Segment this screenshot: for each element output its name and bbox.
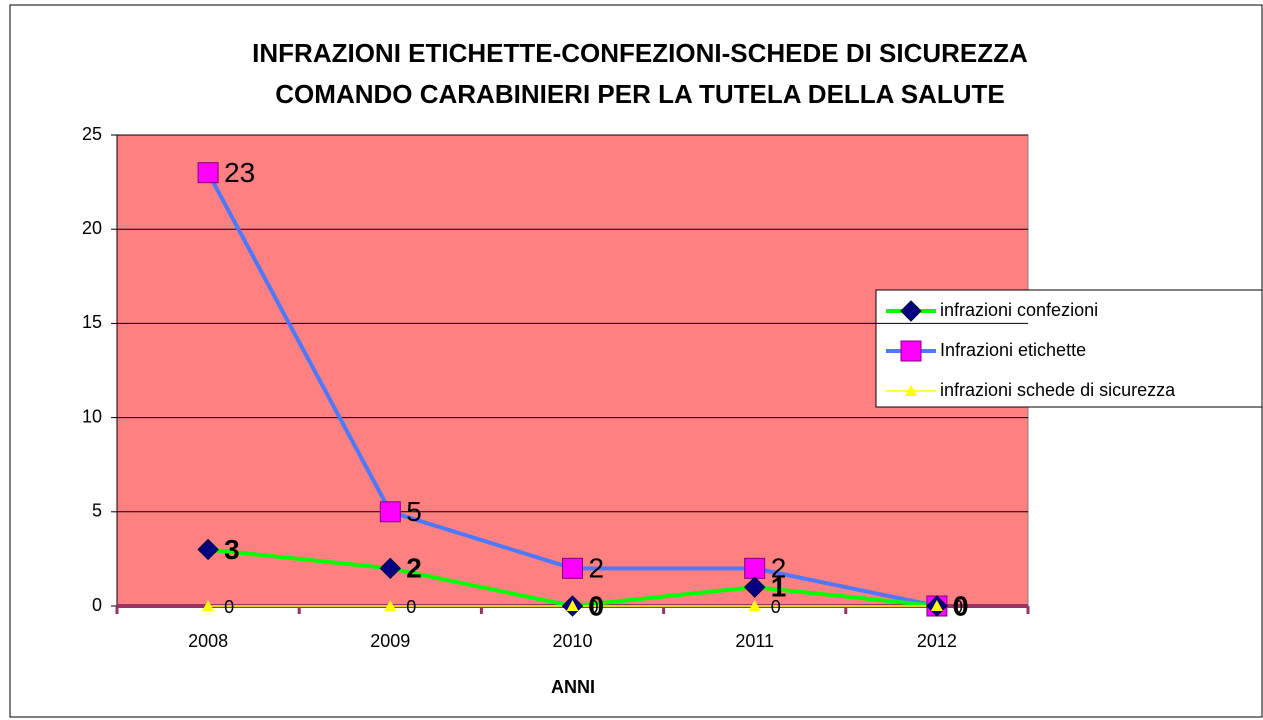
data-point [379, 501, 401, 523]
y-tick-label: 25 [82, 124, 102, 144]
data-point [197, 538, 219, 561]
y-tick-label: 20 [82, 218, 102, 238]
data-label: 0 [953, 597, 963, 617]
data-label: 1 [771, 572, 787, 603]
data-point [930, 600, 943, 611]
x-tick-label: 2012 [917, 631, 957, 651]
legend-marker [905, 385, 917, 396]
data-label: 2 [589, 553, 605, 584]
y-tick-label: 10 [82, 406, 102, 426]
data-label: 0 [406, 597, 416, 617]
data-label: 0 [771, 597, 781, 617]
x-axis-label: ANNI [551, 677, 595, 697]
data-point [197, 162, 219, 184]
data-point [748, 600, 761, 611]
data-point [566, 600, 579, 611]
data-label: 3 [224, 534, 240, 565]
data-label: 5 [406, 496, 422, 527]
data-point [562, 557, 583, 579]
x-tick-label: 2008 [188, 631, 228, 651]
data-label: 0 [589, 590, 605, 621]
x-tick-label: 2011 [735, 631, 774, 651]
legend-label: infrazioni schede di sicurezza [940, 380, 1176, 400]
data-label: 2 [406, 553, 422, 584]
y-tick-label: 5 [92, 501, 102, 521]
data-point [743, 576, 766, 598]
x-tick-label: 2009 [370, 631, 410, 651]
chart-title: INFRAZIONI ETICHETTE-CONFEZIONI-SCHEDE D… [252, 38, 1028, 68]
x-tick-label: 2010 [552, 631, 592, 651]
data-label: 23 [224, 157, 255, 188]
legend-marker [900, 340, 922, 362]
y-tick-label: 15 [82, 312, 102, 332]
legend-label: infrazioni confezioni [940, 300, 1098, 320]
data-point [744, 557, 766, 579]
data-point [379, 557, 402, 580]
legend-marker [900, 300, 922, 322]
data-label: 2 [771, 553, 787, 584]
data-label: 0 [589, 597, 599, 617]
data-point [384, 600, 397, 611]
data-point [202, 600, 215, 611]
data-label: 0 [224, 597, 234, 617]
data-label: 0 [953, 590, 969, 621]
legend-label: Infrazioni etichette [940, 340, 1086, 360]
legend [875, 289, 1263, 408]
data-label: 0 [953, 590, 969, 621]
chart-title: COMANDO CARABINIERI PER LA TUTELA DELLA … [275, 79, 1004, 109]
y-tick-label: 0 [92, 595, 102, 615]
